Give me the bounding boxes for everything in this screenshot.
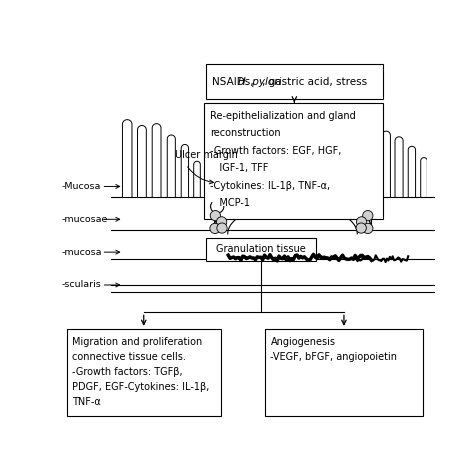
Circle shape <box>217 217 227 227</box>
FancyBboxPatch shape <box>204 102 383 219</box>
Text: -VEGF, bFGF, angiopoietin: -VEGF, bFGF, angiopoietin <box>271 352 398 362</box>
Text: Ulcer margin: Ulcer margin <box>175 150 238 160</box>
Text: PDGF, EGF-Cytokines: IL-1β,: PDGF, EGF-Cytokines: IL-1β, <box>72 382 210 392</box>
Text: H. pylori: H. pylori <box>238 76 282 87</box>
FancyBboxPatch shape <box>206 237 316 261</box>
Text: IGF-1, TFF: IGF-1, TFF <box>210 163 268 173</box>
Circle shape <box>356 223 366 233</box>
Text: -Cytokines: IL-1β, TNF-α,: -Cytokines: IL-1β, TNF-α, <box>210 181 330 191</box>
Text: -Growth factors: TGFβ,: -Growth factors: TGFβ, <box>72 367 183 377</box>
Text: Angiogenesis: Angiogenesis <box>271 337 336 347</box>
Circle shape <box>217 223 227 233</box>
Text: TNF-α: TNF-α <box>72 397 101 407</box>
Text: Migration and proliferation: Migration and proliferation <box>72 337 202 347</box>
Text: -scularis: -scularis <box>61 281 101 290</box>
Circle shape <box>363 223 373 234</box>
Text: Re-epithelialization and gland: Re-epithelialization and gland <box>210 110 356 120</box>
Text: -mucosa: -mucosa <box>61 247 101 256</box>
Text: connective tissue cells.: connective tissue cells. <box>72 352 186 362</box>
Text: reconstruction: reconstruction <box>210 128 281 138</box>
Text: -Growth factors: EGF, HGF,: -Growth factors: EGF, HGF, <box>210 146 341 155</box>
Text: , gastric acid, stress: , gastric acid, stress <box>263 76 367 87</box>
FancyBboxPatch shape <box>265 329 423 416</box>
Text: MCP-1: MCP-1 <box>210 198 250 208</box>
Circle shape <box>210 210 220 221</box>
Text: -Mucosa: -Mucosa <box>61 182 100 191</box>
Text: NSAIDs,: NSAIDs, <box>212 76 256 87</box>
Circle shape <box>363 210 373 221</box>
Circle shape <box>210 223 220 234</box>
Circle shape <box>356 217 367 227</box>
Text: Granulation tissue: Granulation tissue <box>217 245 306 255</box>
FancyBboxPatch shape <box>66 329 221 416</box>
Text: -mucosae: -mucosae <box>61 215 108 224</box>
FancyBboxPatch shape <box>206 64 383 99</box>
